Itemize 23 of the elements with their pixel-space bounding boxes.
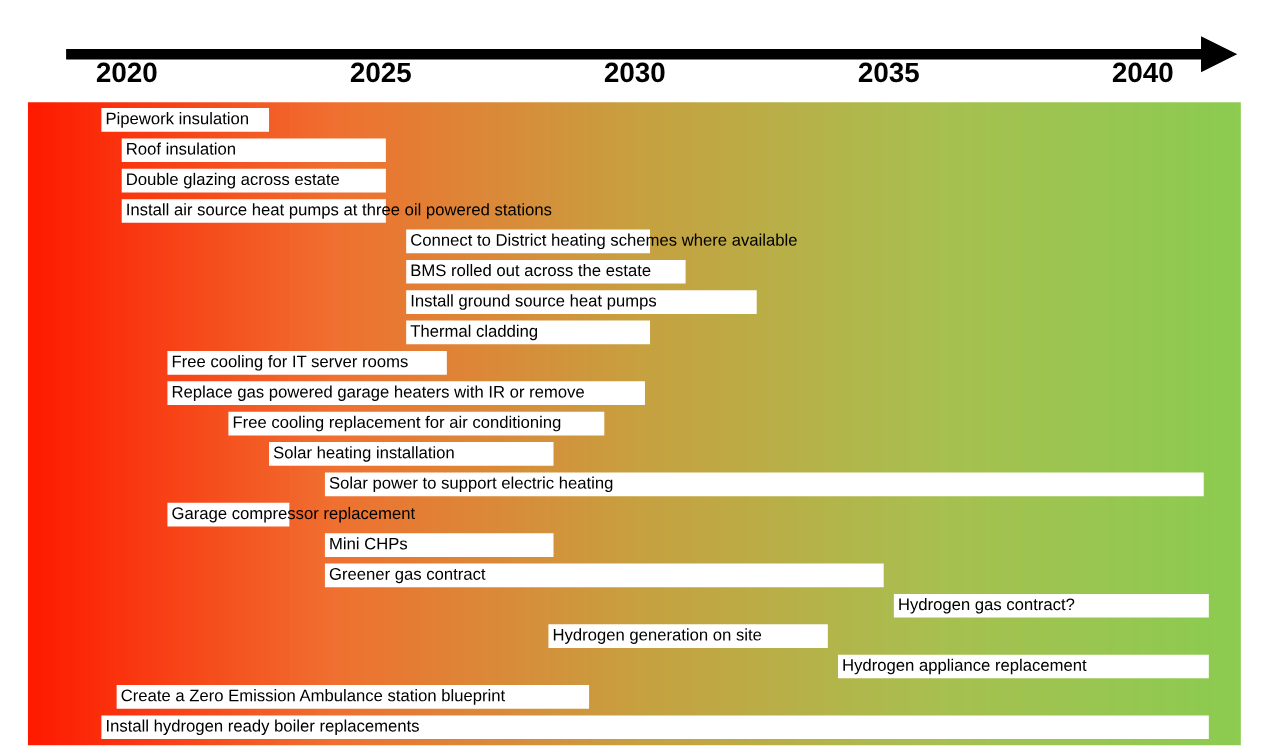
y-tick-label: Greener gas contract [329,568,486,584]
y-tick-label: Mini CHPs [330,537,408,550]
y-tick-label: Solar power to support electric heating [329,476,613,493]
y-tick-label: Roof insulation [127,142,235,155]
y-tick-label: BMS rolled out across the estate [411,263,651,277]
y-tick-label: Solar heating installation [273,446,454,462]
y-tick-label: Pipework insulation [106,112,248,128]
x-tick-label: 2020 [96,62,157,83]
y-tick-label: Hydrogen generation on site [553,628,762,644]
y-tick-label: Hydrogen gas contract? [899,598,1075,614]
y-tick-label: Replace gas powered garage heaters with IR or remove [172,385,584,401]
y-tick-label: Install ground source heat pumps [411,294,657,310]
y-tick-label: Double glazing across estate [127,172,340,189]
x-tick-label: 2030 [604,62,665,83]
x-tick-label: 2040 [1112,62,1173,83]
y-tick-label: Free cooling replacement for air conditioning [233,415,561,432]
y-tick-label: Thermal cladding [410,324,538,341]
y-tick-label: Free cooling for IT server rooms [172,355,408,371]
y-tick-label: Create a Zero Emission Ambulance station blueprint [121,689,506,705]
x-tick-label: 2035 [858,62,919,83]
y-tick-label: Hydrogen appliance replacement [843,658,1087,675]
x-tick-label: 2025 [350,62,411,83]
y-tick-label: Install hydrogen ready boiler replacements [107,719,419,736]
